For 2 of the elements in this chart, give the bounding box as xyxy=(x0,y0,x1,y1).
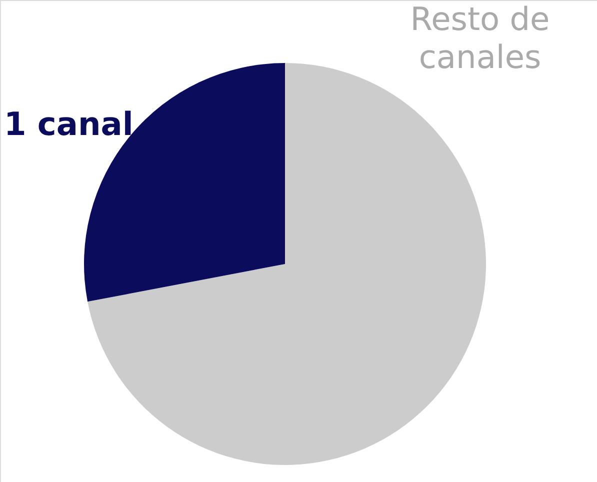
slice-label: Resto de canales xyxy=(410,0,550,76)
slice-label: 1 canal xyxy=(4,105,134,143)
